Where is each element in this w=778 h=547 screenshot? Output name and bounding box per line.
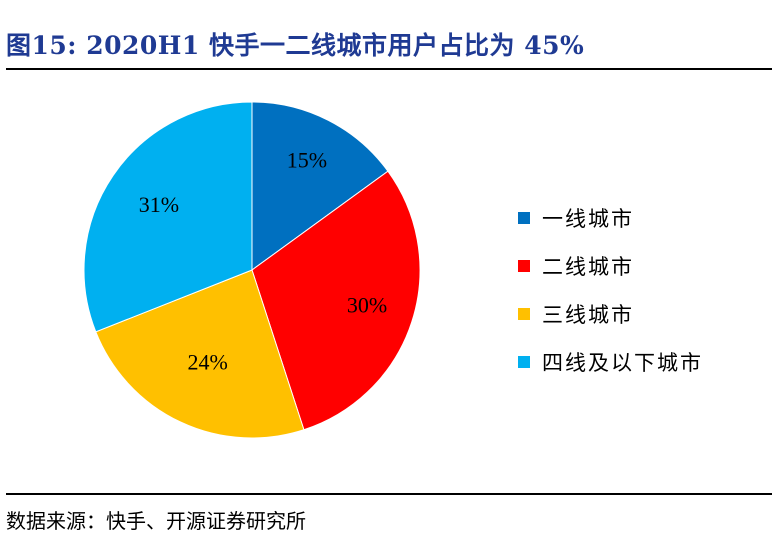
legend-item: 二线城市 xyxy=(518,242,703,290)
legend-label: 三线城市 xyxy=(542,303,634,327)
pie-slice xyxy=(251,101,389,271)
slice-value-label: 31% xyxy=(139,192,179,217)
legend-swatch xyxy=(518,260,530,272)
chart-title: 图15: 2020H1 快手一二线城市用户占比为 45% xyxy=(6,31,585,60)
chart-legend: 一线城市 二线城市 三线城市 四线及以下城市 xyxy=(518,194,703,386)
slice-value-label: 30% xyxy=(347,292,387,317)
slice-value-label: 24% xyxy=(187,349,227,374)
slice-value-label: 15% xyxy=(287,147,327,172)
data-source: 数据来源：快手、开源证券研究所 xyxy=(6,509,306,533)
source-divider xyxy=(6,493,772,495)
legend-swatch xyxy=(518,356,530,368)
legend-label: 二线城市 xyxy=(542,255,634,279)
legend-swatch xyxy=(518,212,530,224)
legend-swatch xyxy=(518,308,530,320)
legend-item: 三线城市 xyxy=(518,290,703,338)
pie-slice xyxy=(251,170,421,431)
legend-label: 四线及以下城市 xyxy=(542,351,703,375)
legend-item: 一线城市 xyxy=(518,194,703,242)
pie-slice xyxy=(83,101,253,333)
legend-item: 四线及以下城市 xyxy=(518,338,703,386)
legend-label: 一线城市 xyxy=(542,207,634,231)
pie-slice xyxy=(95,269,305,439)
title-divider xyxy=(6,68,772,70)
